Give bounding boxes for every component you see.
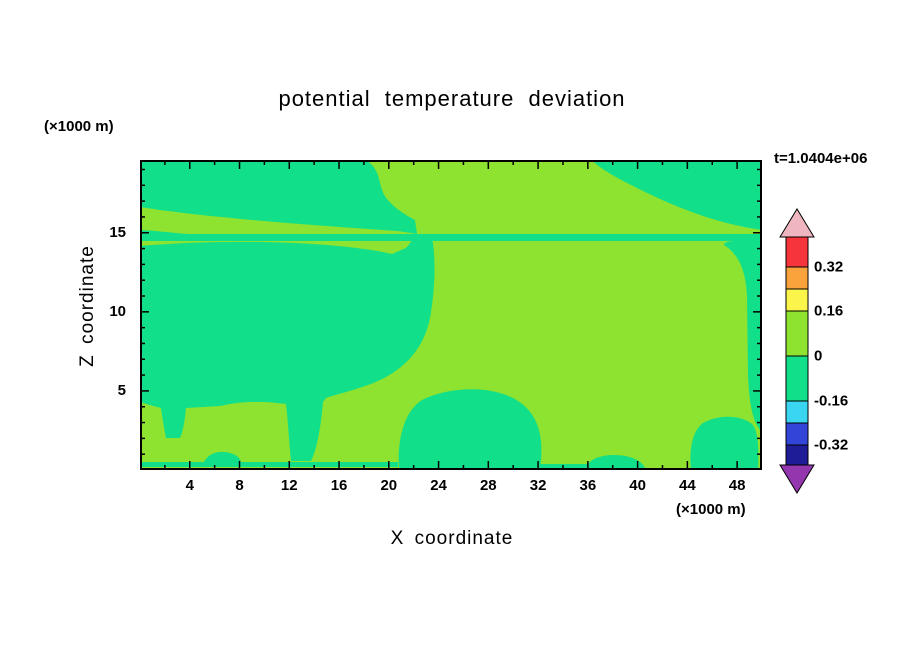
colorbar-label: -0.32 bbox=[814, 436, 849, 454]
x-tick-label: 24 bbox=[430, 477, 447, 494]
colorbar-segment bbox=[785, 422, 809, 446]
colorbar-segment bbox=[785, 236, 809, 268]
x-axis-unit-label: (×1000 m) bbox=[676, 501, 746, 518]
colorbar-segment bbox=[785, 444, 809, 466]
x-tick-label: 28 bbox=[479, 477, 497, 494]
time-annotation: t=1.0404e+06 bbox=[774, 150, 868, 167]
x-tick-label: 12 bbox=[280, 477, 298, 494]
colorbar-shapes bbox=[779, 208, 815, 494]
colorbar-segment bbox=[785, 400, 809, 424]
x-tick-label: 16 bbox=[330, 477, 348, 494]
colorbar-segment bbox=[785, 288, 809, 312]
colorbar-label: 0.32 bbox=[814, 258, 844, 276]
contour-region-lower-right-blob bbox=[690, 416, 759, 470]
colorbar-top-arrow bbox=[779, 208, 815, 238]
contour-region-mid-left-blob bbox=[140, 237, 435, 461]
colorbar-segment bbox=[785, 355, 809, 402]
y-tick-label: 5 bbox=[117, 381, 126, 399]
contour-region-right-edge-strip bbox=[724, 241, 762, 432]
x-tick-label: 20 bbox=[380, 477, 398, 494]
x-tick-label: 48 bbox=[728, 477, 746, 494]
colorbar-label: -0.16 bbox=[814, 392, 849, 410]
x-tick-label: 32 bbox=[529, 477, 547, 494]
y-axis-unit-label: (×1000 m) bbox=[44, 118, 114, 135]
contour-region-surface-bump-left bbox=[204, 451, 241, 462]
contour-regions bbox=[140, 160, 762, 470]
contour-region-surface-bump-right bbox=[585, 455, 646, 470]
contour-region-upper-left-layer bbox=[140, 160, 417, 234]
x-tick-label: 40 bbox=[629, 477, 646, 494]
contour-region-surface-layer-left bbox=[140, 462, 398, 467]
x-tick-label: 4 bbox=[185, 477, 194, 494]
colorbar-label: 0.16 bbox=[814, 302, 844, 320]
x-tick-label: 36 bbox=[579, 477, 597, 494]
y-tick-label: 10 bbox=[109, 302, 126, 320]
y-tick-label: 15 bbox=[109, 223, 126, 241]
contour-plot bbox=[140, 160, 762, 470]
colorbar bbox=[779, 208, 815, 494]
x-tick-label: 44 bbox=[679, 477, 696, 494]
colorbar-label: 0 bbox=[814, 347, 823, 365]
plot-border bbox=[140, 160, 762, 470]
colorbar-segment bbox=[785, 266, 809, 290]
contour-region-lower-middle-blob bbox=[398, 389, 542, 470]
contour-region-upper-right-wedge bbox=[592, 160, 762, 230]
plot-title: potential temperature deviation bbox=[278, 86, 626, 111]
colorbar-segment bbox=[785, 310, 809, 357]
x-tick-label: 8 bbox=[235, 477, 244, 494]
x-axis-label: X coordinate bbox=[390, 528, 514, 549]
contour-region-z15-thin-layer bbox=[140, 230, 762, 241]
colorbar-bottom-arrow bbox=[779, 464, 815, 494]
